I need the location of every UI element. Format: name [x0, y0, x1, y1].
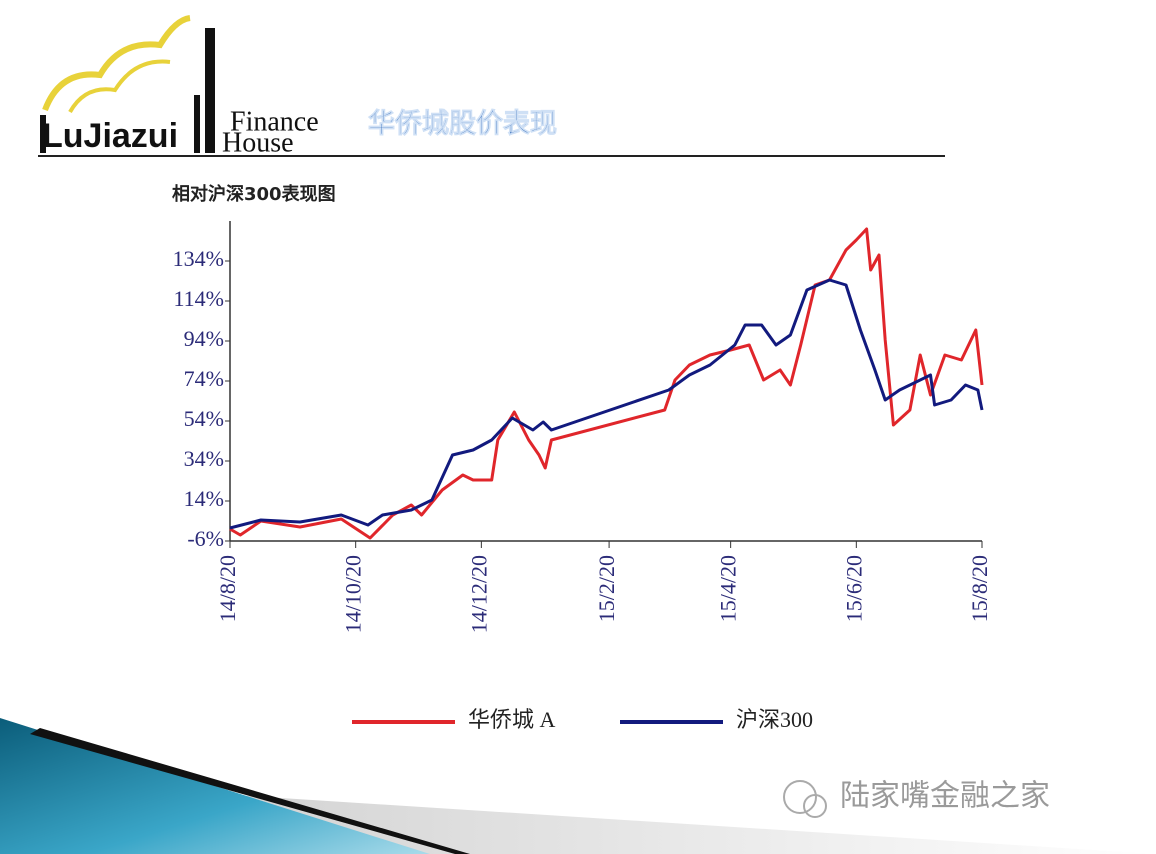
- y-tick-label: -6%: [187, 526, 224, 551]
- logo: LuJiazui Finance House: [40, 15, 319, 158]
- plot: -6% 14% 34% 54% 74% 94% 114% 134% 14/8/20 14/10/2…: [173, 221, 992, 732]
- x-tick-label: 15/2/20: [594, 555, 619, 622]
- y-tick-label: 74%: [184, 366, 224, 391]
- x-tick-label: 14/8/20: [215, 555, 240, 622]
- legend-label: 沪深300: [736, 707, 813, 732]
- watermark: 陆家嘴金融之家: [783, 779, 1050, 818]
- logo-finance: Finance: [230, 106, 319, 137]
- y-tick-label: 34%: [184, 446, 224, 471]
- y-tick-label: 14%: [184, 486, 224, 511]
- watermark-text: 陆家嘴金融之家: [840, 779, 1050, 814]
- x-tick-label: 15/6/20: [841, 555, 866, 622]
- x-tick-label: 14/10/20: [341, 555, 366, 633]
- series-line: [229, 278, 984, 530]
- x-tick-label: 14/12/20: [466, 555, 491, 633]
- x-tick-label: 15/8/20: [967, 555, 992, 622]
- x-tick-label: 15/4/20: [716, 555, 741, 622]
- y-tick-label: 134%: [173, 246, 224, 271]
- decor-line: [30, 728, 470, 854]
- slide-title: 华侨城股价表现: [368, 108, 557, 140]
- logo-house: House: [222, 127, 294, 158]
- series-line: [229, 227, 984, 540]
- chart-title: 相对沪深300表现图: [172, 183, 336, 205]
- y-tick-label: 94%: [184, 326, 224, 351]
- y-tick-label: 114%: [173, 286, 224, 311]
- logo-text: LuJiazui: [42, 117, 178, 155]
- y-tick-label: 54%: [184, 406, 224, 431]
- legend-label: 华侨城 A: [468, 707, 556, 732]
